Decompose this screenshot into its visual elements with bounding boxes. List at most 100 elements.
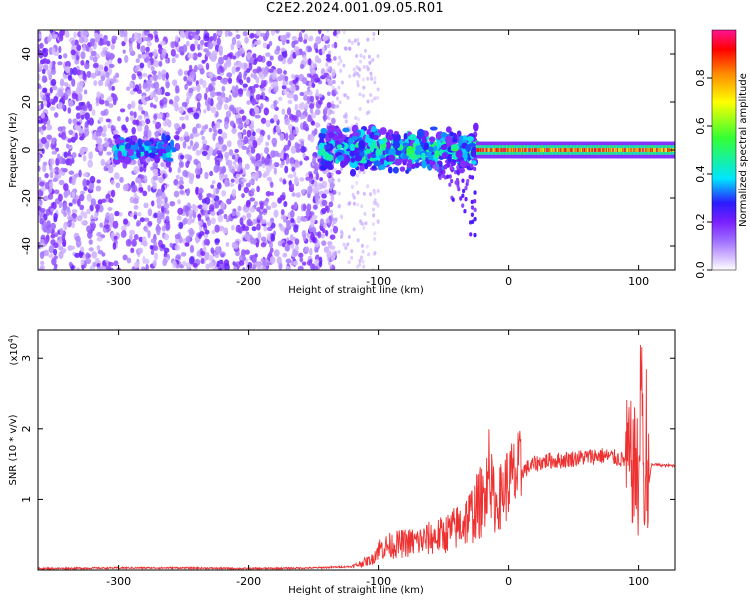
heatmap-cell <box>130 247 135 254</box>
heatmap-cell <box>188 229 194 238</box>
heatmap-cell <box>321 180 328 189</box>
heatmap-cell <box>165 215 170 222</box>
y-tick-label: 3 <box>20 355 33 362</box>
heatmap-cell <box>320 127 328 134</box>
heatmap-cell <box>53 242 59 249</box>
heatmap-cell <box>361 93 365 98</box>
heatmap-cell <box>335 34 339 39</box>
heatmap-cell <box>407 159 413 166</box>
heatmap-cell <box>145 118 151 125</box>
heatmap-cell <box>320 233 325 239</box>
heatmap-cell <box>399 166 406 172</box>
heatmap-cell <box>95 185 102 192</box>
heatmap-cell <box>290 85 296 93</box>
heatmap-cell <box>337 249 341 254</box>
heatmap-cell <box>225 110 232 118</box>
x-tick-label: -100 <box>366 275 391 288</box>
heatmap-cell <box>444 165 448 170</box>
heatmap-cell <box>166 157 174 163</box>
heatmap-cell <box>66 215 73 221</box>
heatmap-cell <box>140 45 146 54</box>
heatmap-cell <box>636 148 639 152</box>
heatmap-cell <box>273 161 280 168</box>
x-tick-label: -100 <box>366 575 391 588</box>
heatmap-cell <box>339 234 343 239</box>
heatmap-cell <box>327 240 333 246</box>
heatmap-cell <box>641 148 643 152</box>
heatmap-cell <box>573 148 575 152</box>
heatmap-cell <box>529 148 532 152</box>
heatmap-cell <box>95 204 100 213</box>
heatmap-cell <box>326 101 332 109</box>
heatmap-cell <box>342 63 346 68</box>
heatmap-cell <box>157 72 162 80</box>
heatmap-cell <box>214 159 221 167</box>
heatmap-cell <box>347 260 351 265</box>
heatmap-cell <box>223 54 229 61</box>
heatmap-cell <box>473 166 477 172</box>
heatmap-cell <box>337 178 341 183</box>
heatmap-cell <box>461 203 465 208</box>
heatmap-cell <box>255 94 262 101</box>
heatmap-cell <box>305 246 310 253</box>
heatmap-cell <box>216 102 222 111</box>
heatmap-cell <box>553 148 555 152</box>
heatmap-cell <box>165 160 171 168</box>
heatmap-cell <box>304 91 309 96</box>
heatmap-cell <box>414 161 420 168</box>
heatmap-cell <box>260 117 267 124</box>
heatmap-cell <box>331 223 335 228</box>
heatmap-cell <box>239 62 244 69</box>
heatmap-cell <box>465 144 472 153</box>
heatmap-cell <box>211 76 217 82</box>
heatmap-cell <box>203 109 207 114</box>
heatmap-cell <box>350 40 354 45</box>
heatmap-cell <box>45 141 49 150</box>
heatmap-cell <box>203 35 210 42</box>
heatmap-cell <box>80 210 85 218</box>
heatmap-cell <box>329 234 336 240</box>
heatmap-cell <box>415 145 422 151</box>
heatmap-cell <box>494 148 496 152</box>
heatmap-cell <box>268 40 273 47</box>
heatmap-cell <box>558 148 560 152</box>
heatmap-cell <box>173 122 180 129</box>
heatmap-cell <box>359 53 363 58</box>
heatmap-cell <box>517 148 519 152</box>
heatmap-cell <box>276 45 281 52</box>
heatmap-cell <box>308 177 313 184</box>
heatmap-cell <box>209 170 214 177</box>
heatmap-cell <box>148 152 156 158</box>
heatmap-cell <box>122 254 128 261</box>
heatmap-cell <box>246 90 251 97</box>
heatmap-cell <box>122 149 128 157</box>
heatmap-cell <box>344 119 348 124</box>
heatmap-cell <box>162 258 168 267</box>
heatmap-cell <box>300 145 306 154</box>
heatmap-cell <box>139 62 145 69</box>
heatmap-cell <box>49 106 56 111</box>
heatmap-cell <box>75 86 81 95</box>
heatmap-cell <box>254 106 260 115</box>
heatmap-cell <box>357 73 361 78</box>
heatmap-cell <box>253 83 260 89</box>
heatmap-cell <box>40 260 45 266</box>
heatmap-cell <box>456 169 460 175</box>
heatmap-cell <box>186 218 193 225</box>
heatmap-cell <box>429 160 433 165</box>
heatmap-cell <box>223 213 228 220</box>
heatmap-cell <box>58 179 65 186</box>
colorbar-label: Normalized spectral amplitude <box>738 73 749 227</box>
heatmap-cell <box>169 242 174 248</box>
heatmap-cell <box>242 256 247 262</box>
heatmap-cell <box>206 219 212 227</box>
heatmap-cell <box>220 253 225 258</box>
heatmap-cell <box>585 148 587 152</box>
heatmap-cell <box>269 240 273 249</box>
heatmap-cell <box>96 179 101 184</box>
heatmap-cell <box>287 174 294 179</box>
heatmap-cell <box>491 148 493 152</box>
heatmap-cell <box>144 150 149 157</box>
heatmap-cell <box>338 203 342 208</box>
